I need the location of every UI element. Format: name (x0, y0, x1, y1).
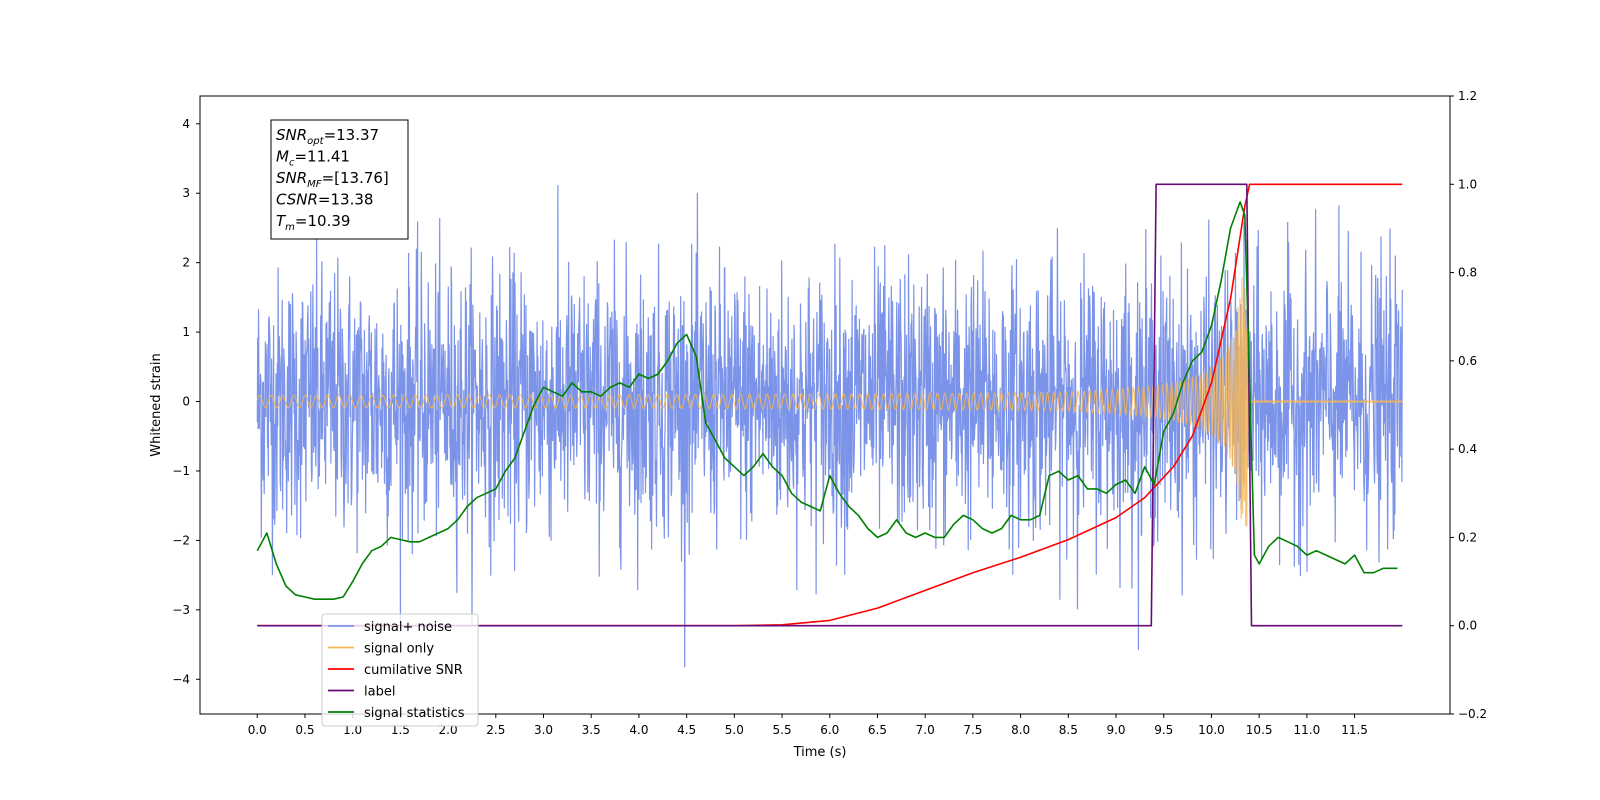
y-tick-label: 4 (182, 117, 190, 131)
x-tick-label: 0.0 (248, 723, 267, 737)
x-tick-label: 3.5 (582, 723, 601, 737)
x-tick-label: 3.0 (534, 723, 553, 737)
y2-tick-label: 0.4 (1458, 442, 1477, 456)
y2-tick-label: 0.8 (1458, 266, 1477, 280)
legend-item-signal-only: signal only (328, 642, 434, 657)
x-tick-label: 0.5 (295, 723, 314, 737)
x-tick-label: 4.5 (677, 723, 696, 737)
x-tick-label: 5.5 (773, 723, 792, 737)
y-tick-label: −4 (172, 672, 190, 686)
y-tick-label: 3 (182, 186, 190, 200)
legend-label: cumilative SNR (364, 663, 463, 678)
x-tick-label: 9.5 (1154, 723, 1173, 737)
y-tick-label: −1 (172, 464, 190, 478)
y-tick-label: 1 (182, 325, 190, 339)
series-signal-only-line (256, 277, 1403, 527)
x-tick-label: 10.5 (1246, 723, 1273, 737)
legend-item-signal-noise: signal+ noise (328, 620, 452, 635)
x-tick-label: 10.0 (1198, 723, 1225, 737)
x-tick-label: 5.0 (725, 723, 744, 737)
axes: 0.0 0.5 1.0 1.5 2.0 2.5 3.0 3.5 4.0 4.5 5.0 5.5 6.0 6… (172, 89, 1487, 737)
legend-label: signal statistics (364, 706, 465, 721)
legend-item-signal-statistics: signal statistics (328, 706, 465, 721)
annotation-frame (270, 119, 409, 240)
x-tick-label: 7.5 (963, 723, 982, 737)
annotation-line: Mc=11.41 (276, 148, 350, 169)
x-tick-label: 9.0 (1106, 723, 1125, 737)
legend-label: label (364, 685, 395, 700)
y2-tick-label: 0.0 (1458, 619, 1477, 633)
legend-label: signal only (364, 642, 434, 657)
series-signal-noise-line (256, 184, 1403, 668)
legend-item-cumulative-snr: cumilative SNR (328, 663, 463, 678)
x-tick-label: 2.5 (486, 723, 505, 737)
x-tick-label: 8.5 (1059, 723, 1078, 737)
annotation-line: Tm=10.39 (276, 212, 350, 233)
x-tick-label: 11.0 (1294, 723, 1321, 737)
y2-tick-label: 1.0 (1458, 177, 1477, 191)
plot-area (256, 183, 1403, 668)
annotation-line: SNRopt=13.37 (276, 126, 379, 147)
x-tick-label: 8.0 (1011, 723, 1030, 737)
x-tick-label: 4.0 (629, 723, 648, 737)
annotation-box: SNRopt=13.37Mc=11.41SNRMF=[13.76]CSNR=13… (270, 119, 409, 240)
y-tick-label: 2 (182, 256, 190, 270)
y-axis-label: Whitened strain (149, 353, 164, 456)
legend-frame (321, 613, 479, 727)
y2-tick-label: 1.2 (1458, 89, 1477, 103)
y-tick-label: −3 (172, 603, 190, 617)
y-tick-label: 0 (182, 395, 190, 409)
x-tick-label: 7.0 (916, 723, 935, 737)
annotation-line: SNRMF=[13.76] (276, 169, 389, 190)
y2-tick-label: 0.2 (1458, 530, 1477, 544)
y-tick-label: −2 (172, 533, 190, 547)
x-tick-label: 6.0 (820, 723, 839, 737)
legend-item-label: label (328, 685, 395, 700)
annotation-line: CSNR=13.38 (276, 191, 373, 209)
x-tick-label: 11.5 (1341, 723, 1368, 737)
legend: signal+ noise signal only cumilative SNR la… (321, 613, 479, 727)
series-label-line (257, 183, 1403, 627)
x-tick-label: 6.5 (868, 723, 887, 737)
y2-tick-label: 0.6 (1458, 354, 1477, 368)
x-axis-label: Time (s) (793, 745, 847, 760)
series-cumulative-snr-line (257, 183, 1403, 627)
legend-label: signal+ noise (364, 620, 452, 635)
series-signal-statistics-line (256, 201, 1398, 600)
axes-frame (199, 95, 1451, 715)
y2-tick-label: −0.2 (1458, 707, 1487, 721)
